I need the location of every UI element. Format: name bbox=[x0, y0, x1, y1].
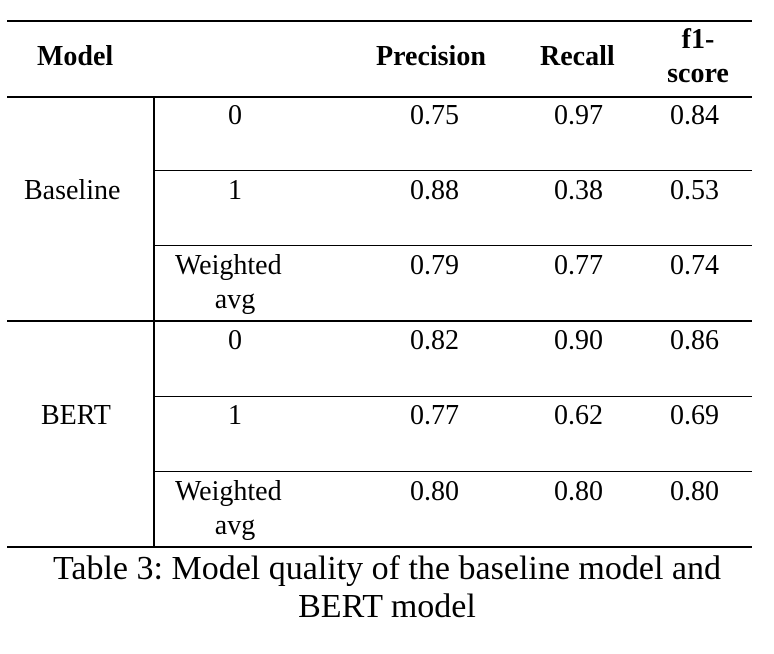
model-column-divider bbox=[153, 97, 155, 547]
table-top-rule bbox=[7, 20, 752, 22]
header-bottom-rule bbox=[7, 96, 752, 98]
model-label-baseline: Baseline bbox=[24, 175, 121, 206]
table-bottom-rule bbox=[7, 546, 752, 548]
precision-cell: 0.80 bbox=[410, 476, 459, 507]
precision-cell: 0.75 bbox=[410, 100, 459, 131]
recall-cell: 0.90 bbox=[554, 325, 603, 356]
class-cell-line2: avg bbox=[214, 284, 256, 315]
class-cell: 0 bbox=[228, 100, 242, 131]
precision-cell: 0.82 bbox=[410, 325, 459, 356]
header-f1-line1: f1- bbox=[681, 24, 715, 55]
row-divider bbox=[154, 471, 752, 472]
caption-line-1: Table 3: Model quality of the baseline m… bbox=[53, 550, 721, 587]
precision-cell: 0.79 bbox=[410, 250, 459, 281]
row-divider bbox=[154, 245, 752, 246]
recall-cell: 0.38 bbox=[554, 175, 603, 206]
class-cell: 0 bbox=[228, 325, 242, 356]
class-cell: Weighted bbox=[175, 250, 282, 281]
f1-cell: 0.86 bbox=[670, 325, 719, 356]
f1-cell: 0.84 bbox=[670, 100, 719, 131]
recall-cell: 0.97 bbox=[554, 100, 603, 131]
caption-line-2: BERT model bbox=[298, 588, 476, 625]
group-divider-rule bbox=[7, 320, 752, 322]
recall-cell: 0.62 bbox=[554, 400, 603, 431]
header-model: Model bbox=[37, 41, 114, 72]
header-precision: Precision bbox=[376, 41, 486, 72]
f1-cell: 0.53 bbox=[670, 175, 719, 206]
class-cell: 1 bbox=[228, 400, 242, 431]
class-cell-line2: avg bbox=[214, 510, 256, 541]
header-f1-line2: score bbox=[667, 58, 729, 89]
f1-cell: 0.74 bbox=[670, 250, 719, 281]
model-label-bert: BERT bbox=[41, 400, 111, 431]
f1-cell: 0.69 bbox=[670, 400, 719, 431]
recall-cell: 0.80 bbox=[554, 476, 603, 507]
precision-cell: 0.88 bbox=[410, 175, 459, 206]
class-cell: Weighted bbox=[175, 476, 282, 507]
f1-cell: 0.80 bbox=[670, 476, 719, 507]
row-divider bbox=[154, 396, 752, 397]
table-caption: Table 3: Model quality of the baseline m… bbox=[0, 550, 774, 626]
header-recall: Recall bbox=[540, 41, 615, 72]
recall-cell: 0.77 bbox=[554, 250, 603, 281]
class-cell: 1 bbox=[228, 175, 242, 206]
precision-cell: 0.77 bbox=[410, 400, 459, 431]
row-divider bbox=[154, 170, 752, 171]
